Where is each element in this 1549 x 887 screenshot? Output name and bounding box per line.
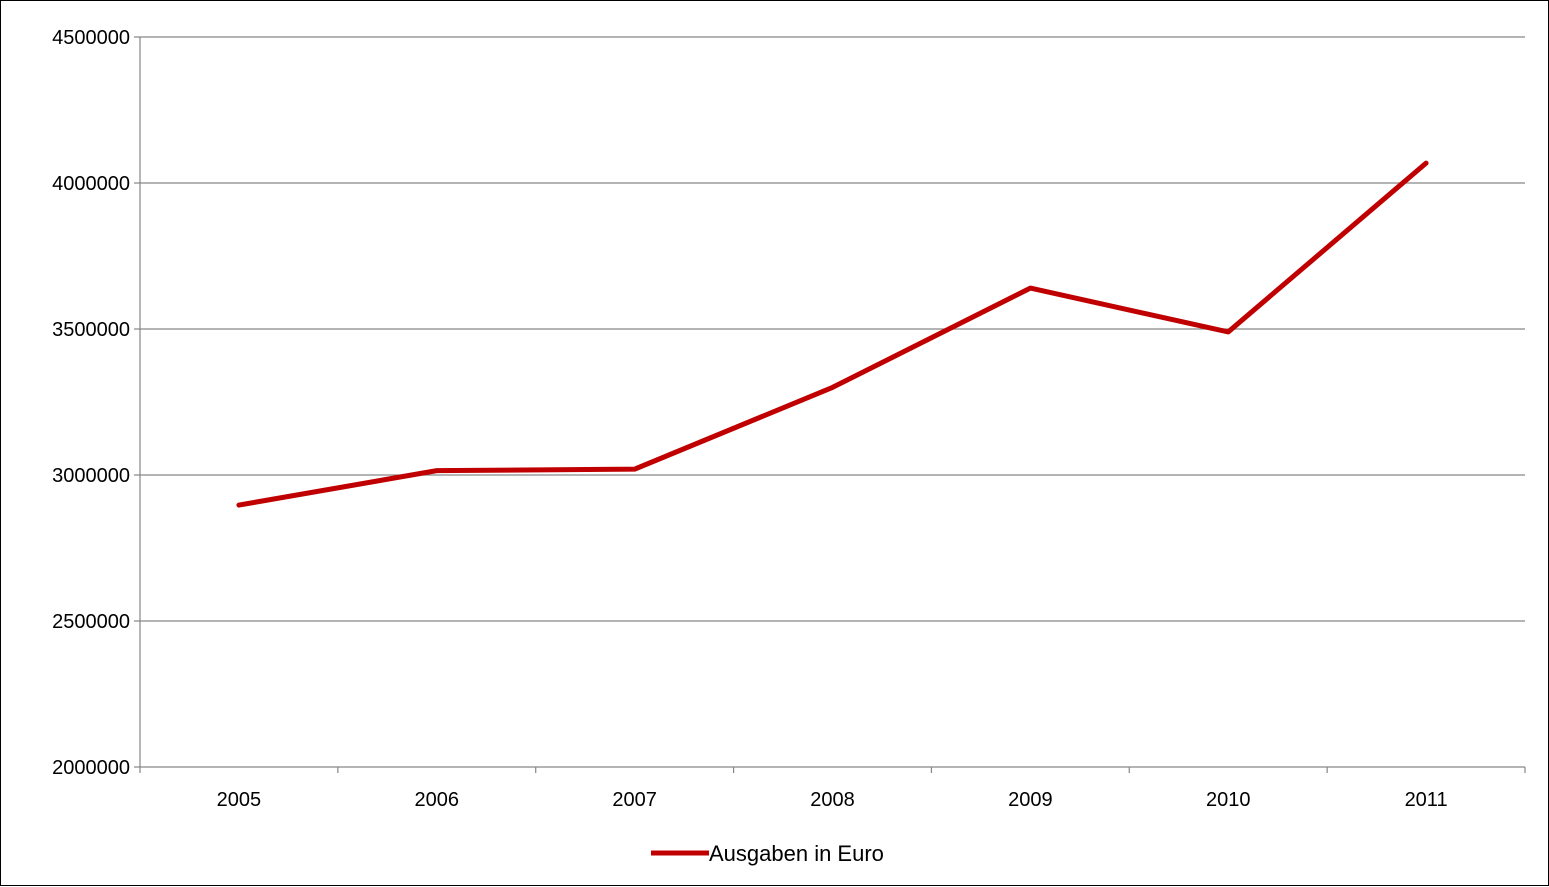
series-line-0: [239, 163, 1426, 505]
legend-label-ausgaben: Ausgaben in Euro: [709, 841, 884, 866]
y-tick-label-2000000: 2000000: [52, 757, 130, 779]
legend: Ausgaben in Euro: [651, 841, 884, 866]
x-tick-label-2006: 2006: [415, 789, 460, 811]
y-tick-label-2500000: 2500000: [52, 611, 130, 633]
x-tick-label-2011: 2011: [1405, 789, 1448, 811]
gridlines: [140, 37, 1525, 621]
x-tick-label-2007: 2007: [612, 789, 657, 811]
x-tick-labels: 2005 2006 2007 2008 2009 2010 2011: [217, 789, 1448, 811]
x-tick-label-2009: 2009: [1008, 789, 1053, 811]
y-tick-label-3500000: 3500000: [52, 319, 130, 341]
y-tick-label-4000000: 4000000: [52, 173, 130, 195]
x-tick-label-2005: 2005: [217, 789, 262, 811]
x-tick-label-2008: 2008: [810, 789, 855, 811]
x-tick-label-2010: 2010: [1206, 789, 1251, 811]
y-tick-label-3000000: 3000000: [52, 465, 130, 487]
series-lines: [239, 163, 1426, 505]
y-tick-label-4500000: 4500000: [52, 27, 130, 49]
y-tick-labels: 2000000 2500000 3000000 3500000 4000000 45000…: [52, 27, 130, 779]
axes: [134, 37, 1525, 773]
